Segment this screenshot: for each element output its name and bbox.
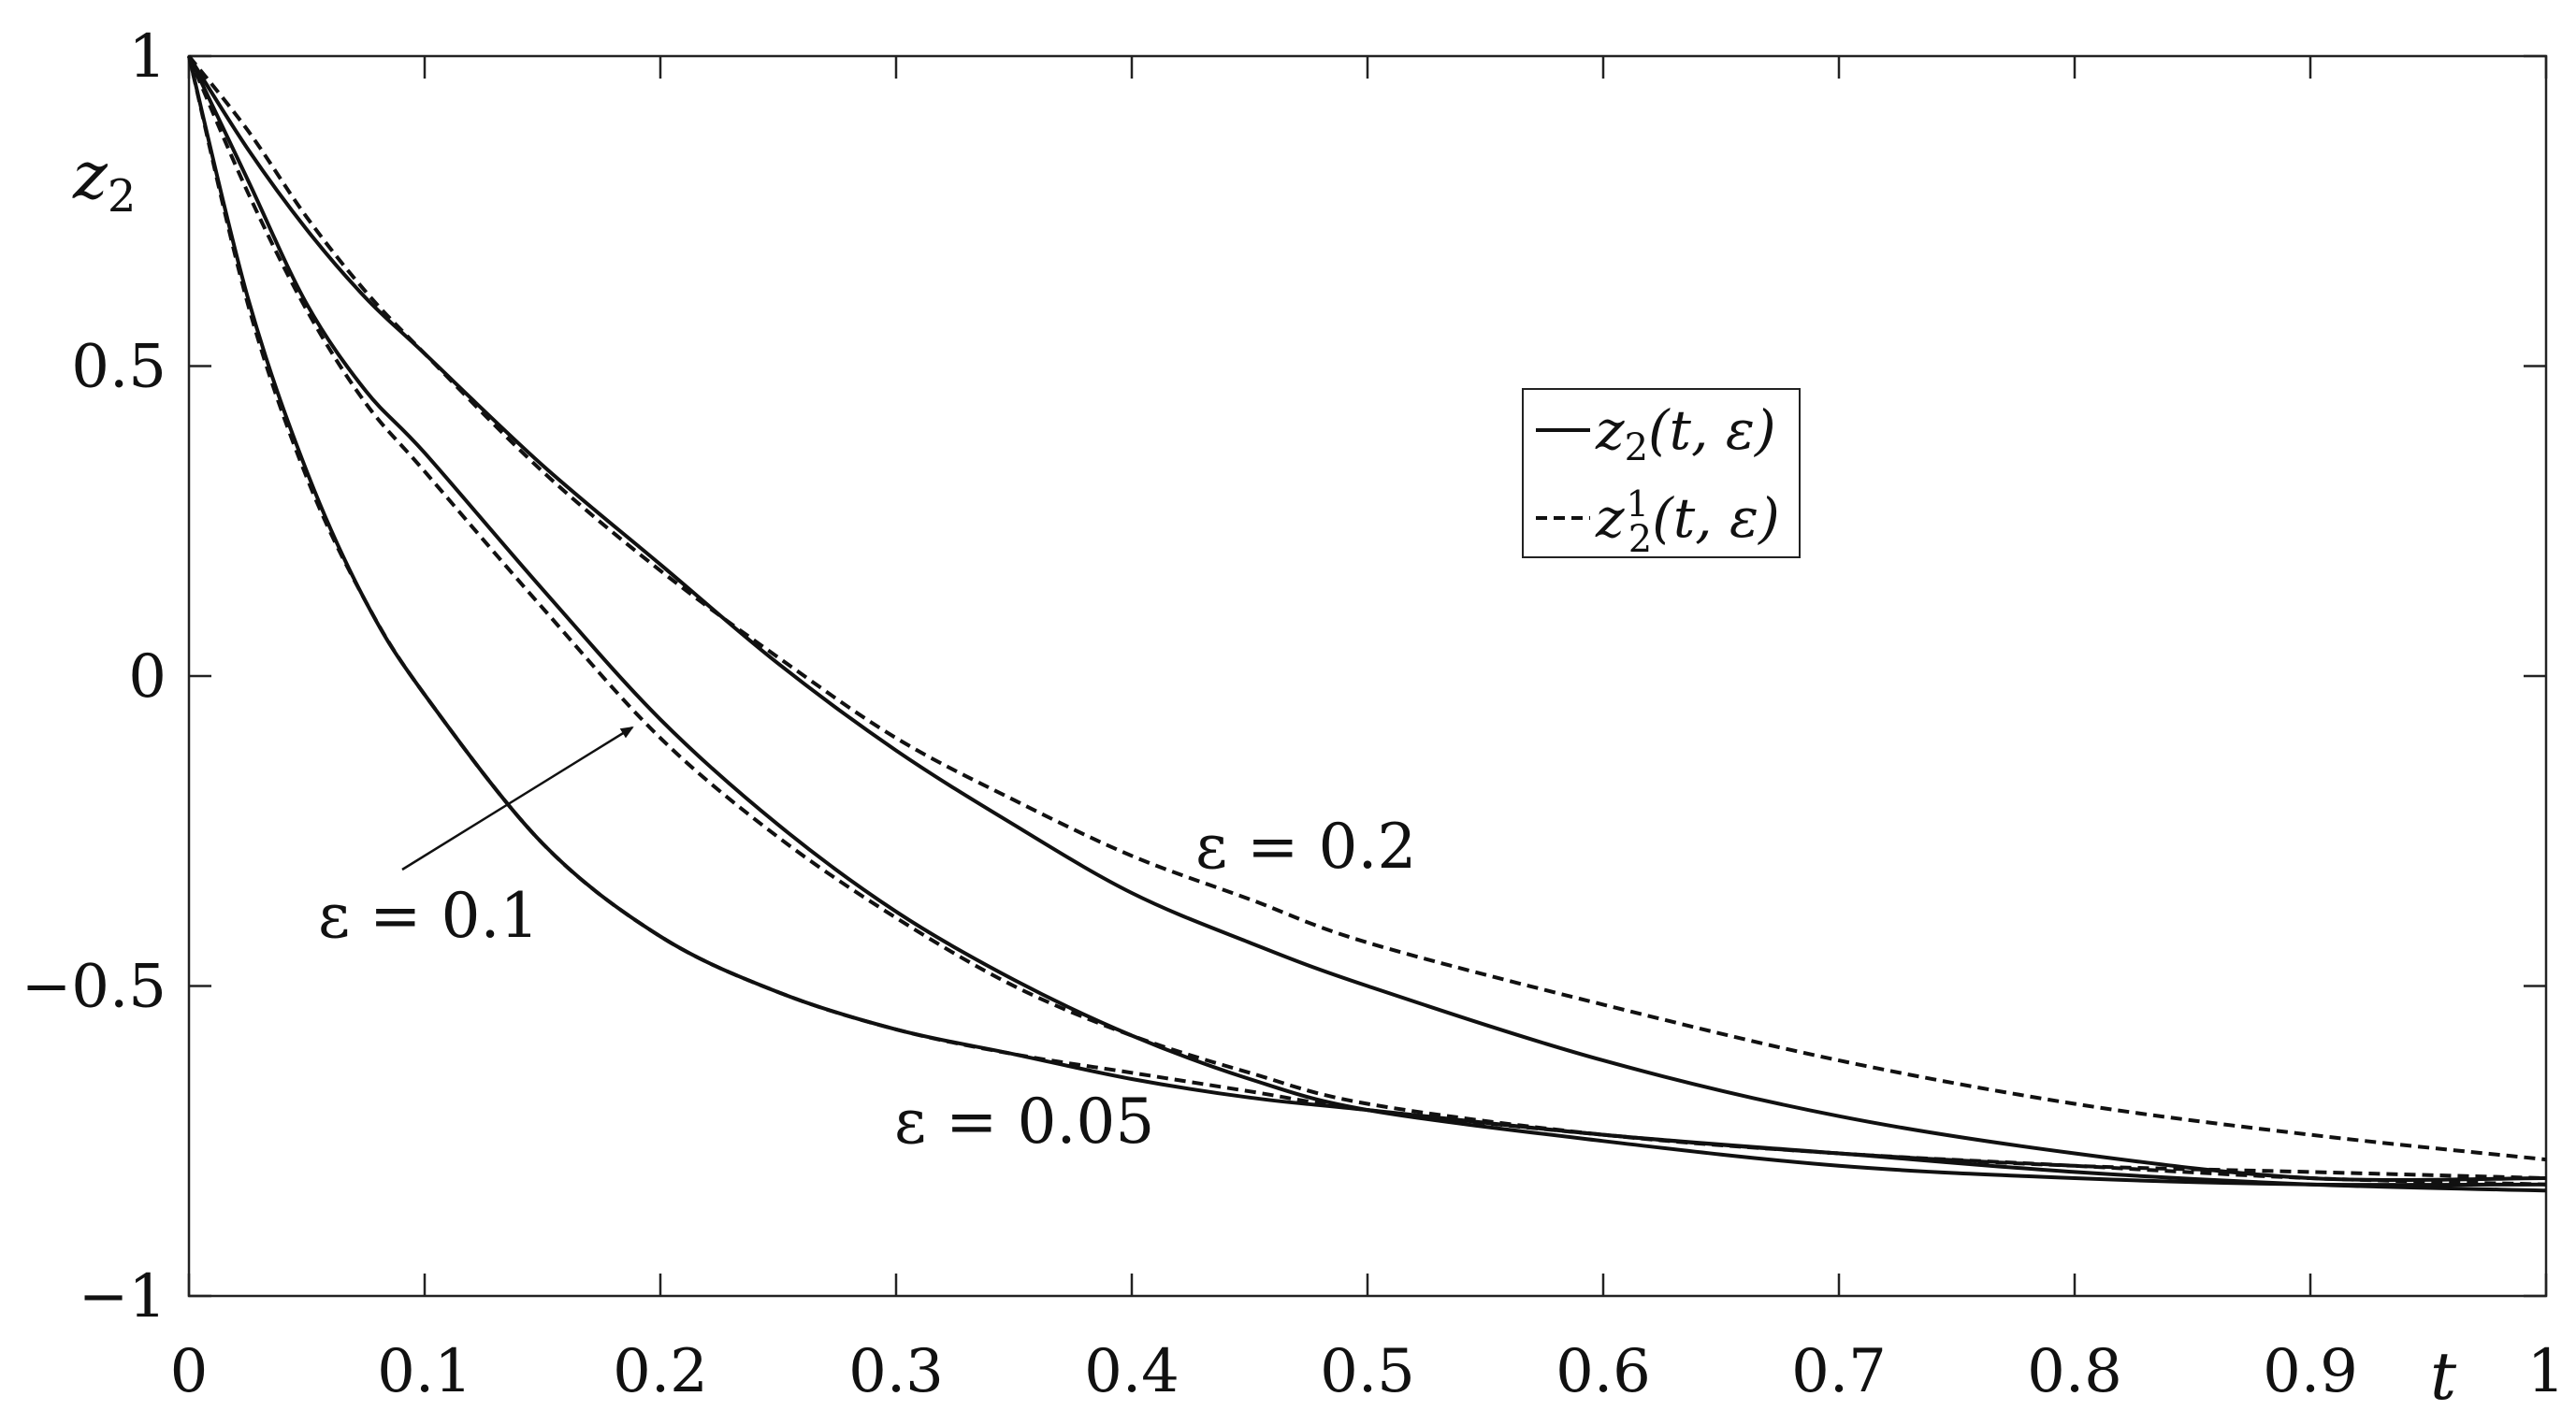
y-tick-label: −1 — [79, 1262, 166, 1331]
y-tick-labels: 1 0.5 0 −0.5 −1 — [22, 22, 166, 1331]
y-axis-label: z2 — [72, 137, 136, 223]
annotation-arrow — [401, 726, 634, 871]
x-tick-label: 0.7 — [1791, 1337, 1887, 1406]
y-tick-label: 0.5 — [71, 333, 166, 402]
y-tick-label: 0 — [128, 642, 166, 712]
legend-entry-2: z1 2(t, ε) — [1595, 483, 1780, 561]
axis-ticks — [187, 54, 2548, 1298]
x-tick-label: 0.4 — [1084, 1337, 1179, 1406]
x-tick-label: 0.9 — [2263, 1337, 2358, 1406]
legend: z2(t, ε) z1 2(t, ε) — [1522, 388, 1801, 561]
series-line-eps-0-2-solid — [187, 54, 2547, 1182]
y-tick-label: 1 — [128, 22, 166, 92]
x-tick-label: 0.6 — [1556, 1337, 1651, 1406]
legend-entry-1: z2(t, ε) — [1595, 398, 1776, 469]
legend-box — [1522, 388, 1801, 558]
x-tick-label: 0.5 — [1320, 1337, 1415, 1406]
x-tick-label: 0.2 — [613, 1337, 708, 1406]
series-curves — [187, 54, 2547, 1193]
series-line-eps-0-2-dashed — [187, 54, 2547, 1162]
series-line-eps-0-1-solid — [187, 55, 2547, 1188]
x-tick-label: 0.3 — [848, 1337, 944, 1406]
x-tick-label: 0 — [170, 1337, 209, 1406]
x-axis-label: t — [2430, 1338, 2457, 1415]
x-tick-label: 0.1 — [377, 1337, 472, 1406]
x-tick-label: 0.8 — [2027, 1337, 2122, 1406]
series-line-eps-0-05-solid — [187, 55, 2547, 1193]
x-tick-labels: 0 0.1 0.2 0.3 0.4 0.5 0.6 0.7 0.8 0.9 1 — [170, 1337, 2566, 1406]
annotation-eps-0-2: ε = 0.2 — [1195, 811, 1416, 883]
series-line-eps-0-1-dashed — [187, 55, 2547, 1180]
y-tick-label: −0.5 — [22, 953, 166, 1022]
series-line-eps-0-05-dashed — [187, 55, 2547, 1187]
x-tick-label: 1 — [2527, 1337, 2566, 1406]
annotation-eps-0-1: ε = 0.1 — [318, 880, 539, 952]
annotation-eps-0-05: ε = 0.05 — [894, 1086, 1154, 1158]
